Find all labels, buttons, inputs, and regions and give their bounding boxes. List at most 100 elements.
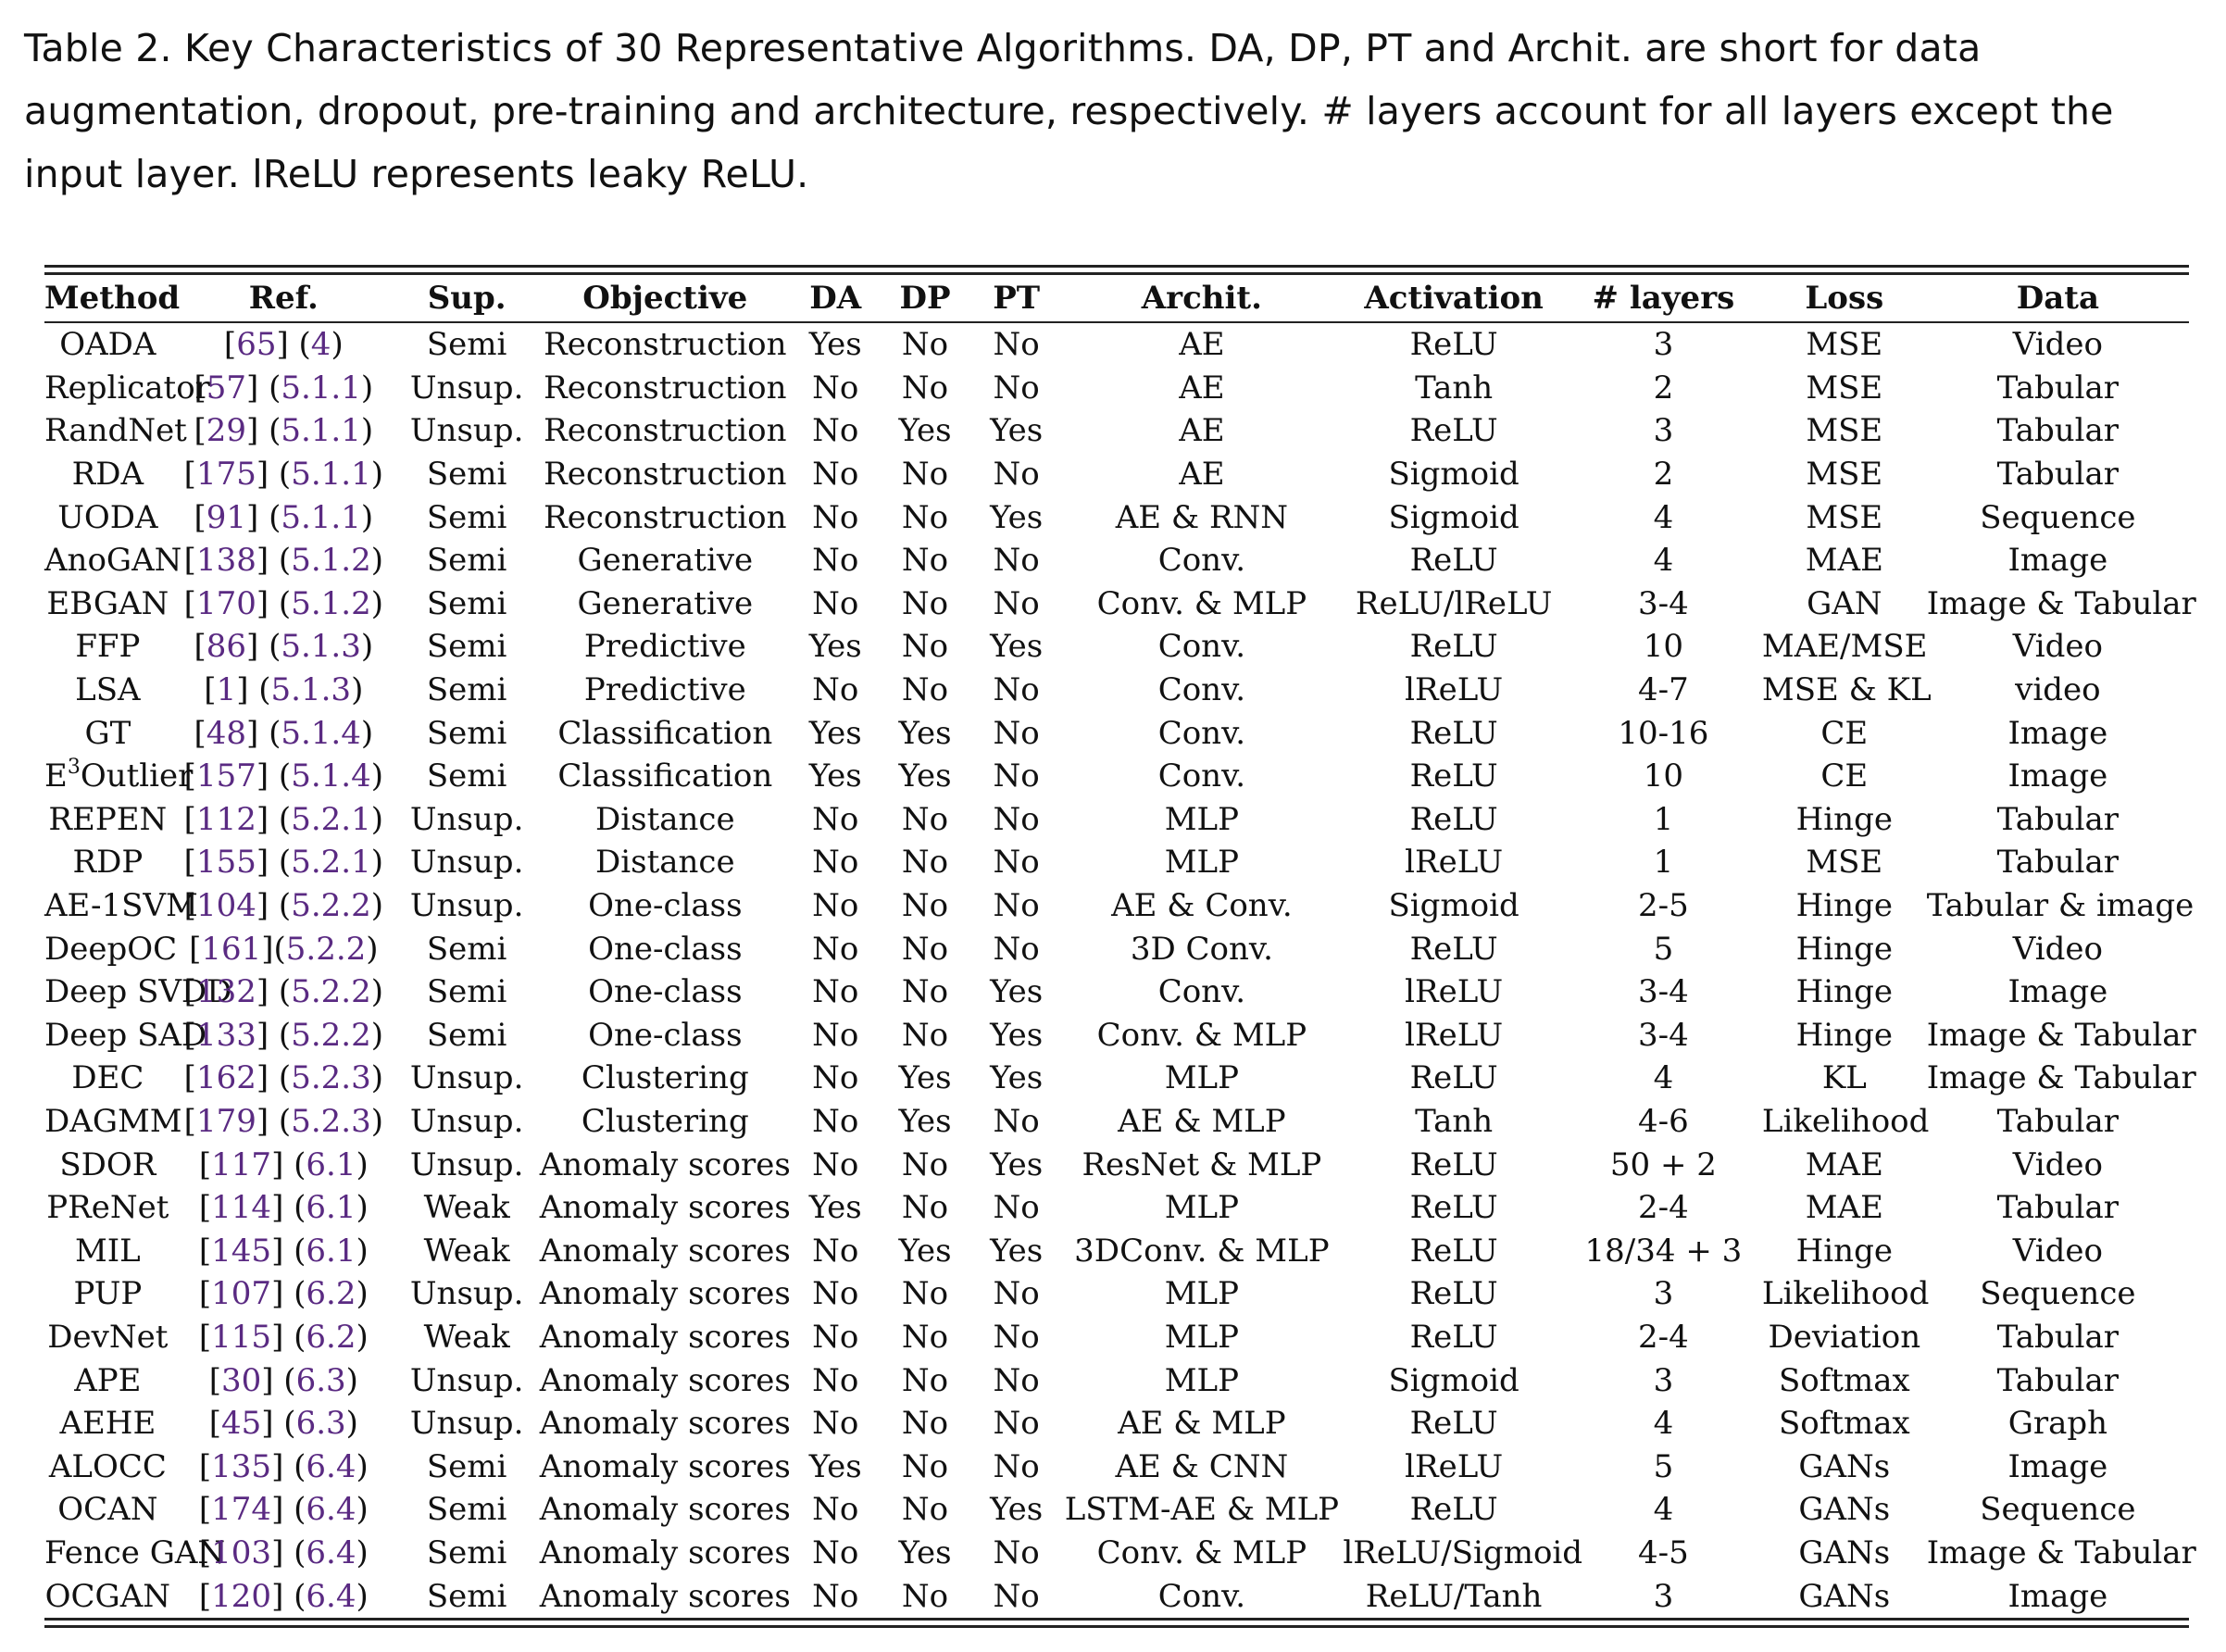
dp-cell: No [901,369,949,407]
method-cell: Deep SVDD [44,973,232,1011]
citation-link[interactable]: 104 [195,887,256,925]
section-link[interactable]: 5.2.1 [291,800,371,838]
section-link[interactable]: 4 [310,326,331,364]
citation-link[interactable]: 65 [236,326,277,364]
citation-link[interactable]: 112 [195,800,256,838]
pt-cell: No [993,1275,1040,1313]
loss-cell: MSE & KL [1761,671,1932,709]
citation-link[interactable]: 107 [211,1275,272,1313]
section-link[interactable]: 6.1 [306,1232,356,1270]
objective-cell: Reconstruction [544,498,787,536]
section-link[interactable]: 6.1 [306,1189,356,1227]
data-cell: Video [2012,628,2103,666]
citation-link[interactable]: 115 [211,1318,272,1356]
section-link[interactable]: 6.3 [295,1405,346,1443]
activation-cell: lReLU [1405,671,1504,709]
method-cell: MIL [74,1232,141,1270]
citation-link[interactable]: 162 [195,1059,256,1097]
dp-cell: Yes [898,757,952,795]
section-link[interactable]: 5.1.4 [291,757,371,795]
citation-link[interactable]: 120 [211,1577,272,1615]
loss-cell: GANs [1798,1533,1891,1571]
data-cell: Tabular & image [1926,887,2195,925]
citation-link[interactable]: 86 [206,628,247,666]
section-link[interactable]: 5.1.2 [291,542,371,580]
citation-link[interactable]: 57 [206,369,247,407]
pt-cell: No [993,1405,1040,1443]
section-link[interactable]: 5.1.2 [291,584,371,622]
section-link[interactable]: 5.1.1 [291,456,371,494]
sup-cell: Semi [426,757,507,795]
section-link[interactable]: 5.1.3 [270,671,352,709]
citation-link[interactable]: 157 [195,757,256,795]
citation-link[interactable]: 45 [220,1405,262,1443]
citation-link[interactable]: 103 [211,1533,272,1571]
section-link[interactable]: 6.4 [306,1491,356,1529]
citation-link[interactable]: 179 [195,1102,256,1140]
section-link[interactable]: 5.1.1 [281,412,361,450]
layers-cell: 4 [1653,1491,1674,1529]
citation-link[interactable]: 175 [195,456,256,494]
section-link[interactable]: 5.2.2 [291,887,371,925]
objective-cell: Anomaly scores [539,1491,791,1529]
section-link[interactable]: 5.2.2 [291,1016,371,1054]
citation-link[interactable]: 155 [195,844,256,882]
layers-cell: 2-4 [1638,1189,1689,1227]
section-link[interactable]: 6.2 [306,1318,356,1356]
dp-cell: No [901,456,949,494]
citation-link[interactable]: 145 [211,1232,272,1270]
section-link[interactable]: 6.4 [306,1447,356,1485]
table-row: UODA [91] (5.1.1) Semi Reconstruction No No Ye… [44,495,2189,539]
citation-link[interactable]: 91 [206,498,247,536]
data-cell: Tabular [1996,1102,2120,1140]
citation-link[interactable]: 135 [211,1447,272,1485]
section-link[interactable]: 5.1.3 [281,628,361,666]
citation-link[interactable]: 1 [216,671,237,709]
loss-cell: GANs [1798,1577,1891,1615]
section-link[interactable]: 5.2.2 [285,930,367,968]
section-link[interactable]: 6.3 [295,1361,346,1399]
citation-link[interactable]: 132 [195,973,256,1011]
data-cell: Image [2007,1447,2108,1485]
reference-cell: [1] (5.1.3) [204,671,364,709]
layers-cell: 4-6 [1638,1102,1689,1140]
section-link[interactable]: 5.1.1 [281,498,361,536]
objective-cell: Reconstruction [544,412,787,450]
citation-link[interactable]: 30 [220,1361,262,1399]
citation-link[interactable]: 29 [206,412,247,450]
archit-cell: MLP [1164,1059,1240,1097]
section-link[interactable]: 5.2.3 [291,1102,371,1140]
da-cell: No [812,1059,859,1097]
citation-link[interactable]: 174 [211,1491,272,1529]
da-cell: No [812,800,859,838]
section-link[interactable]: 6.4 [306,1533,356,1571]
citation-link[interactable]: 48 [206,714,247,752]
section-link[interactable]: 6.1 [306,1145,356,1183]
section-link[interactable]: 5.2.1 [291,844,371,882]
citation-link[interactable]: 117 [211,1145,272,1183]
dp-cell: No [901,800,949,838]
method-cell: AnoGAN [44,542,182,580]
activation-cell: lReLU/Sigmoid [1343,1533,1583,1571]
section-link[interactable]: 5.1.1 [281,369,361,407]
citation-link[interactable]: 170 [195,584,256,622]
citation-link[interactable]: 133 [195,1016,256,1054]
citation-link[interactable]: 161 [201,930,262,968]
data-cell: Video [2012,1232,2103,1270]
archit-cell: AE & MLP [1118,1405,1286,1443]
citation-link[interactable]: 114 [211,1189,272,1227]
objective-cell: Anomaly scores [539,1275,791,1313]
archit-cell: Conv. [1157,714,1246,752]
citation-link[interactable]: 138 [195,542,256,580]
section-link[interactable]: 5.1.4 [281,714,361,752]
method-cell: RDA [71,456,144,494]
table-row: DEC [162] (5.2.3) Unsup. Clustering No Yes Yes… [44,1057,2196,1100]
reference-cell: [155] (5.2.1) [183,844,383,882]
archit-cell: AE & Conv. [1111,887,1293,925]
pt-cell: Yes [990,628,1044,666]
loss-cell: Hinge [1795,930,1893,968]
section-link[interactable]: 5.2.3 [291,1059,371,1097]
section-link[interactable]: 6.4 [306,1577,356,1615]
section-link[interactable]: 5.2.2 [291,973,371,1011]
section-link[interactable]: 6.2 [306,1275,356,1313]
